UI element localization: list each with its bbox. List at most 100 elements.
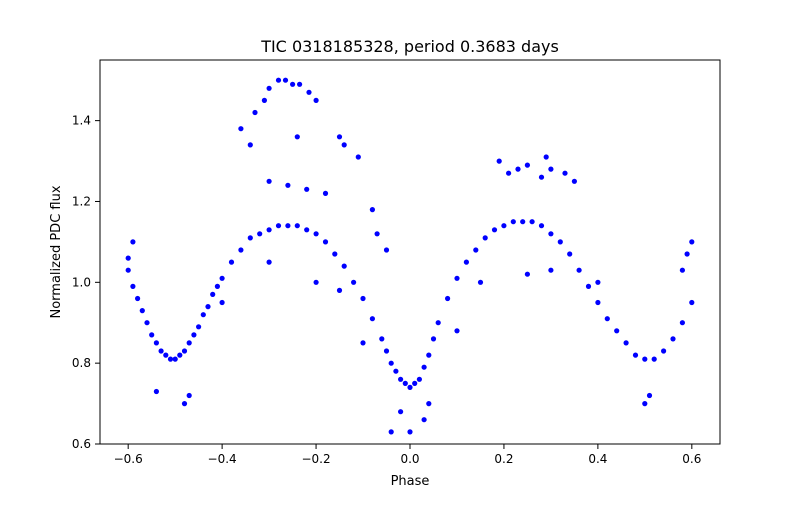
data-point: [679, 267, 686, 273]
data-points: [125, 77, 695, 435]
data-point: [379, 336, 385, 342]
data-point: [191, 332, 197, 338]
x-tick-label: 0.0: [400, 452, 419, 466]
data-point: [642, 401, 648, 407]
data-point: [313, 231, 319, 237]
data-point: [496, 158, 502, 164]
data-point: [473, 247, 479, 253]
data-point: [524, 271, 531, 277]
data-point: [153, 388, 159, 395]
data-point: [130, 283, 136, 289]
data-point: [388, 360, 394, 366]
data-point: [369, 316, 375, 322]
data-point: [266, 259, 272, 265]
data-point: [689, 239, 695, 245]
data-point: [135, 295, 141, 302]
y-axis: 0.6 0.8 1.0 1.2 1.4: [72, 114, 100, 451]
x-axis: −0.6 −0.4 −0.2 0.0 0.2 0.4 0.6: [114, 444, 701, 466]
data-point: [297, 81, 303, 87]
data-point: [285, 223, 291, 229]
data-point: [407, 384, 413, 390]
data-point: [661, 348, 667, 354]
data-point: [139, 308, 145, 314]
data-point: [125, 255, 131, 261]
data-point: [158, 348, 164, 354]
data-point: [571, 178, 578, 184]
data-point: [290, 81, 296, 87]
data-point: [557, 239, 563, 245]
data-point: [144, 320, 150, 326]
data-point: [149, 332, 155, 338]
data-point: [538, 223, 545, 229]
data-point: [153, 340, 159, 346]
data-point: [181, 401, 188, 407]
data-point: [407, 429, 413, 435]
data-point: [416, 376, 422, 382]
data-point: [435, 320, 441, 326]
data-point: [360, 340, 366, 346]
data-point: [238, 126, 244, 132]
x-tick-label: 0.4: [588, 452, 607, 466]
data-point: [294, 134, 300, 140]
data-point: [304, 227, 310, 233]
data-point: [322, 239, 329, 245]
data-point: [548, 231, 554, 237]
data-point: [275, 223, 282, 229]
data-point: [172, 356, 178, 362]
data-point: [351, 279, 357, 285]
data-point: [689, 299, 695, 306]
data-point: [412, 380, 418, 386]
data-point: [167, 356, 174, 362]
data-point: [506, 170, 512, 176]
data-point: [679, 320, 686, 326]
data-point: [402, 380, 408, 386]
y-tick-label: 1.2: [72, 194, 91, 208]
data-point: [214, 283, 220, 289]
data-point: [228, 259, 235, 265]
y-axis-label: Normalized PDC flux: [49, 185, 64, 318]
data-point: [266, 85, 272, 91]
data-point: [257, 231, 263, 237]
data-point: [393, 368, 399, 374]
data-point: [219, 275, 225, 281]
data-point: [548, 267, 554, 273]
data-point: [623, 340, 629, 346]
data-point: [524, 162, 531, 168]
data-point: [454, 328, 460, 334]
data-point: [238, 247, 244, 253]
data-point: [398, 376, 404, 382]
chart-title: TIC 0318185328, period 0.3683 days: [260, 37, 559, 56]
data-point: [177, 352, 183, 358]
data-point: [186, 392, 192, 399]
data-point: [670, 336, 676, 342]
data-point: [646, 392, 653, 399]
data-point: [261, 97, 267, 103]
data-point: [130, 239, 136, 245]
data-point: [294, 223, 300, 229]
data-point: [200, 312, 206, 318]
data-point: [463, 259, 469, 265]
data-point: [426, 401, 432, 407]
data-point: [595, 279, 601, 285]
data-point: [388, 429, 394, 435]
data-point: [543, 154, 549, 160]
data-point: [632, 352, 639, 358]
x-tick-label: 0.2: [494, 452, 513, 466]
data-point: [430, 336, 437, 342]
data-point: [454, 275, 460, 281]
data-point: [210, 291, 216, 297]
data-point: [196, 324, 202, 330]
data-point: [341, 142, 347, 148]
data-point: [181, 348, 188, 354]
data-point: [163, 352, 169, 358]
data-point: [562, 170, 568, 176]
data-point: [219, 299, 225, 306]
data-point: [266, 178, 272, 184]
data-point: [322, 190, 329, 196]
data-point: [684, 251, 690, 257]
data-point: [604, 316, 610, 322]
data-point: [383, 348, 390, 354]
data-point: [355, 154, 361, 160]
data-point: [247, 235, 253, 241]
data-point: [205, 304, 211, 310]
